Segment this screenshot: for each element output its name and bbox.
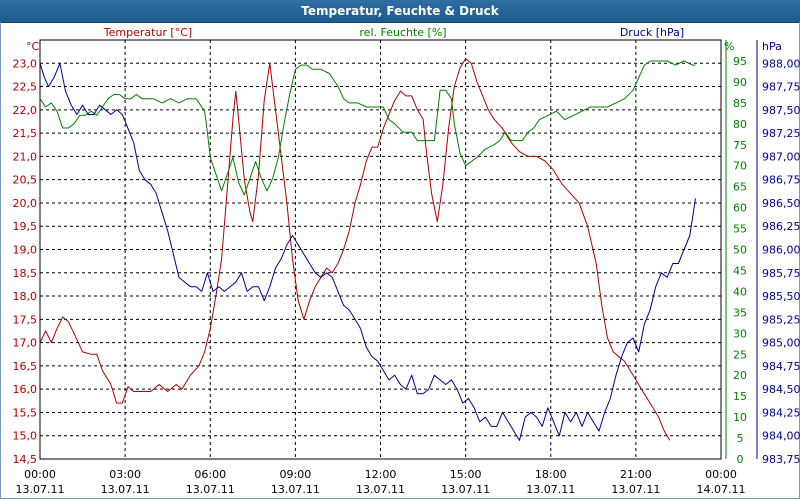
y-tick-humidity: 35	[733, 306, 747, 319]
x-tick-time: 12:00	[365, 468, 397, 481]
y-tick-pressure: 986,50	[762, 197, 800, 210]
grid	[40, 40, 721, 459]
y-tick-pressure: 985,25	[762, 313, 800, 326]
y-tick-temp: 16,5	[13, 360, 38, 373]
y-tick-temp: 14,5	[13, 453, 38, 466]
x-tick-time: 00:00	[24, 468, 56, 481]
y-tick-humidity: 20	[733, 369, 747, 382]
y-tick-humidity: 0	[737, 453, 744, 466]
y-tick-temp: 21,5	[13, 127, 38, 140]
x-tick-time: 18:00	[535, 468, 567, 481]
y-tick-humidity: 15	[733, 390, 747, 403]
y-tick-pressure: 984,75	[762, 360, 800, 373]
x-tick-date: 13.07.11	[101, 483, 150, 496]
y-tick-temp: 17,0	[13, 337, 38, 350]
axes	[39, 39, 758, 460]
x-tick-time: 00:00	[705, 468, 737, 481]
y-tick-temp: 15,0	[13, 430, 38, 443]
x-tick-date: 13.07.11	[526, 483, 575, 496]
x-tick-time: 03:00	[109, 468, 141, 481]
x-tick-date: 14.07.11	[697, 483, 746, 496]
y-tick-pressure: 987,00	[762, 150, 800, 163]
y-tick-pressure: 985,75	[762, 267, 800, 280]
axis-labels: 00:00 13.07.11 03:00 13.07.11 06:00 13.07.11 0…	[13, 26, 800, 496]
y-tick-humidity: 80	[733, 118, 747, 131]
temp-axis-title: Temperatur [°C]	[103, 26, 192, 39]
series-line-pressure	[39, 62, 696, 441]
y-tick-pressure: 985,50	[762, 290, 800, 303]
x-tick-time: 06:00	[194, 468, 226, 481]
y-tick-temp: 18,0	[13, 290, 38, 303]
y-tick-pressure: 987,50	[762, 104, 800, 117]
series-lines	[39, 58, 696, 441]
humidity-unit-label: %	[724, 40, 734, 53]
y-tick-pressure: 985,00	[762, 337, 800, 350]
y-tick-humidity: 25	[733, 348, 747, 361]
y-tick-humidity: 50	[733, 244, 747, 257]
y-tick-temp: 22,5	[13, 81, 38, 94]
series-line-humidity	[39, 60, 696, 196]
x-tick-date: 13.07.11	[186, 483, 235, 496]
y-tick-humidity: 55	[733, 223, 747, 236]
y-tick-pressure: 986,00	[762, 244, 800, 257]
y-tick-temp: 20,5	[13, 174, 38, 187]
y-tick-temp: 19,0	[13, 244, 38, 257]
y-tick-temp: 21,0	[13, 150, 38, 163]
x-tick-date: 13.07.11	[441, 483, 490, 496]
humidity-axis-title: rel. Feuchte [%]	[359, 26, 446, 39]
y-tick-pressure: 987,25	[762, 127, 800, 140]
y-tick-humidity: 45	[733, 264, 747, 277]
plot-border	[39, 39, 722, 460]
x-tick-time: 21:00	[620, 468, 652, 481]
y-tick-temp: 19,5	[13, 220, 38, 233]
y-tick-pressure: 984,25	[762, 406, 800, 419]
title-bar: Temperatur, Feuchte & Druck	[0, 0, 800, 23]
y-tick-humidity: 65	[733, 181, 747, 194]
pressure-unit-label: hPa	[762, 40, 782, 53]
y-tick-pressure: 984,50	[762, 383, 800, 396]
x-tick-time: 09:00	[280, 468, 312, 481]
y-tick-humidity: 10	[733, 411, 747, 424]
temp-unit-label: °C	[26, 40, 40, 53]
y-tick-pressure: 983,75	[762, 453, 800, 466]
y-tick-humidity: 95	[733, 55, 747, 68]
y-tick-pressure: 988,00	[762, 57, 800, 70]
y-tick-humidity: 75	[733, 139, 747, 152]
y-tick-pressure: 984,00	[762, 430, 800, 443]
y-tick-humidity: 5	[737, 432, 744, 445]
chart-title: Temperatur, Feuchte & Druck	[301, 4, 499, 18]
y-tick-humidity: 30	[733, 327, 747, 340]
series-line-temp	[39, 58, 671, 441]
x-tick-date: 13.07.11	[271, 483, 320, 496]
y-tick-temp: 17,5	[13, 313, 38, 326]
y-tick-temp: 18,5	[13, 267, 38, 280]
y-tick-humidity: 90	[733, 76, 747, 89]
y-tick-humidity: 60	[733, 202, 747, 215]
y-tick-temp: 20,0	[13, 197, 38, 210]
y-tick-humidity: 40	[733, 285, 747, 298]
x-tick-time: 15:00	[450, 468, 482, 481]
y-tick-pressure: 987,75	[762, 81, 800, 94]
x-tick-date: 13.07.11	[356, 483, 405, 496]
x-tick-date: 13.07.11	[16, 483, 65, 496]
y-tick-temp: 22,0	[13, 104, 38, 117]
pressure-axis-title: Druck [hPa]	[620, 26, 684, 39]
y-tick-temp: 15,5	[13, 406, 38, 419]
y-tick-humidity: 85	[733, 97, 747, 110]
y-tick-temp: 23,0	[13, 57, 38, 70]
x-tick-date: 13.07.11	[611, 483, 660, 496]
y-tick-pressure: 986,25	[762, 220, 800, 233]
y-tick-temp: 16,0	[13, 383, 38, 396]
y-tick-humidity: 70	[733, 160, 747, 173]
y-tick-pressure: 986,75	[762, 174, 800, 187]
